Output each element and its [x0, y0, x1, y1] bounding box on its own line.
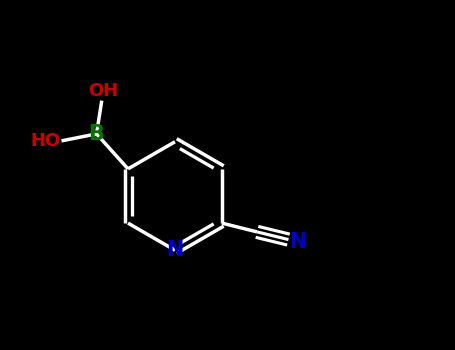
Text: N: N	[167, 240, 184, 260]
Text: N: N	[289, 232, 306, 252]
Text: OH: OH	[88, 82, 118, 100]
Text: HO: HO	[30, 132, 61, 150]
Text: B: B	[89, 124, 105, 144]
